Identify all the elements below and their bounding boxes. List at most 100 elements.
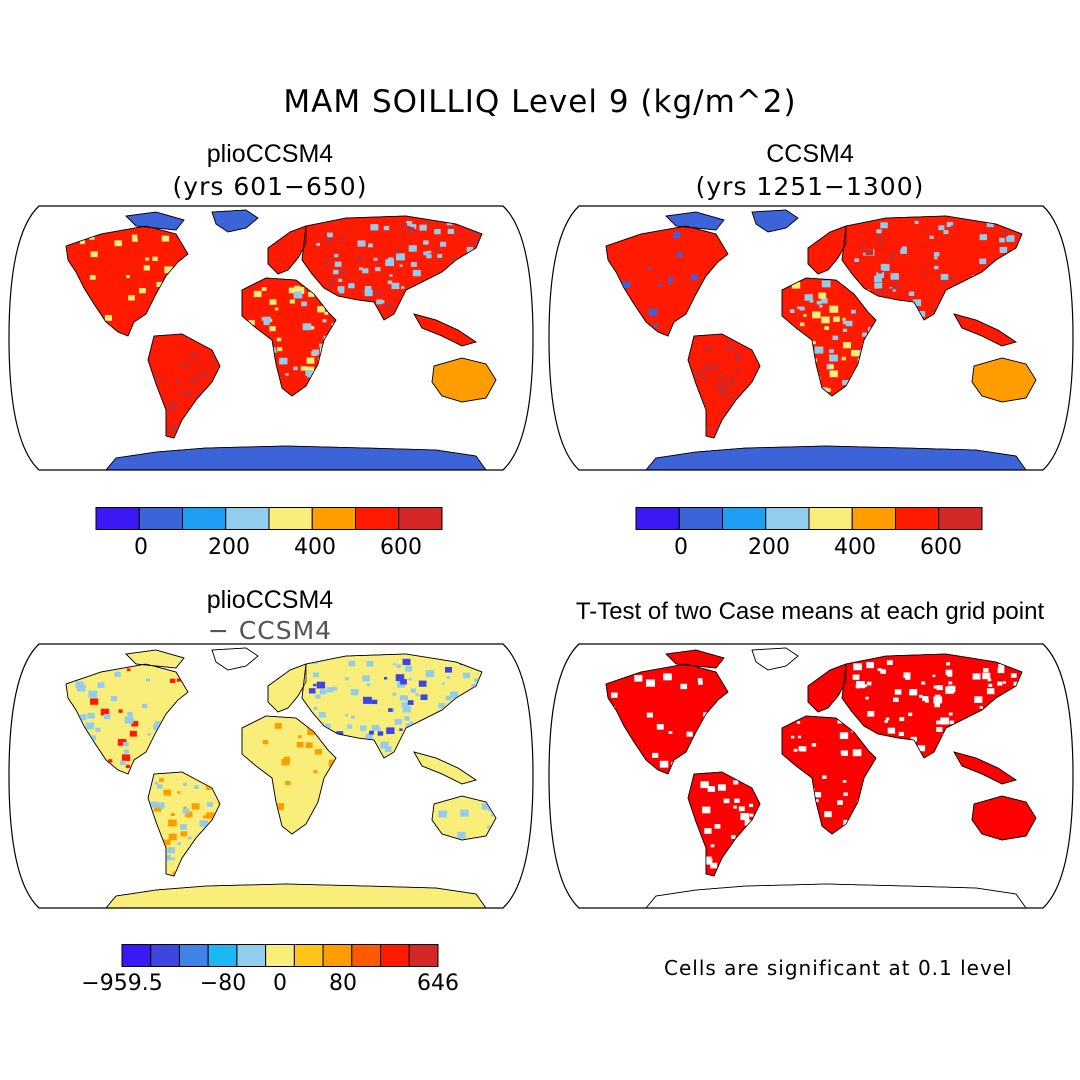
cell — [981, 275, 988, 281]
cell — [348, 228, 354, 232]
cell — [842, 328, 848, 332]
cell — [865, 696, 869, 700]
cell — [956, 738, 963, 744]
cell — [185, 393, 189, 396]
antarctica-outline — [105, 445, 487, 470]
cell — [653, 323, 658, 328]
cell — [89, 275, 96, 280]
cell — [740, 836, 749, 844]
cell — [384, 746, 392, 752]
cell — [710, 862, 718, 869]
cell — [470, 239, 478, 245]
cell — [355, 255, 364, 262]
cell — [979, 258, 987, 265]
cell — [744, 409, 749, 414]
cell — [277, 347, 283, 352]
cell — [746, 858, 752, 863]
asia-region — [301, 653, 483, 759]
colorbar-3-tick-neg80: −80 — [199, 971, 247, 996]
cell — [183, 308, 188, 316]
cell — [296, 742, 304, 748]
cell — [306, 357, 315, 364]
cell — [68, 231, 78, 239]
cell — [468, 222, 472, 225]
cell — [146, 678, 150, 682]
cell — [156, 281, 163, 287]
cell — [210, 359, 215, 363]
cell — [153, 837, 159, 842]
cell — [734, 352, 740, 357]
cell — [431, 300, 436, 305]
cell — [948, 712, 953, 716]
cell — [217, 852, 220, 855]
cell — [734, 798, 740, 803]
colorbar-1-tick-0: 0 — [134, 535, 148, 560]
cell — [202, 420, 209, 426]
cell — [452, 717, 460, 724]
europe-outline — [807, 225, 847, 275]
cell — [154, 721, 163, 728]
cell — [894, 689, 902, 695]
cell — [893, 697, 899, 702]
cell — [659, 760, 669, 768]
cell — [467, 291, 475, 298]
cell — [126, 668, 131, 672]
cell — [194, 360, 199, 365]
cell — [430, 312, 439, 319]
cell — [903, 307, 909, 312]
cell — [634, 675, 643, 682]
cell — [269, 326, 276, 332]
cell — [734, 355, 743, 362]
cell — [979, 234, 987, 241]
cell — [203, 815, 208, 819]
cell — [402, 706, 411, 713]
cell — [338, 278, 343, 282]
cell — [1001, 297, 1006, 302]
cell — [175, 293, 183, 299]
colorbar-swatch-0 — [95, 507, 140, 530]
arctic-outline — [665, 211, 725, 231]
cell — [434, 246, 440, 251]
cell — [702, 806, 711, 814]
cell — [800, 746, 807, 752]
cell — [392, 692, 397, 696]
cell — [738, 806, 745, 812]
cell — [151, 844, 157, 848]
cell — [756, 822, 760, 830]
cell — [215, 363, 219, 366]
cell — [147, 733, 151, 736]
cell — [389, 274, 393, 277]
cell — [709, 708, 716, 714]
southAmerica-region — [147, 333, 221, 439]
cell — [418, 680, 427, 687]
cell — [926, 280, 931, 284]
southAmerica-outline — [147, 333, 221, 439]
cell — [405, 666, 413, 672]
cell — [333, 269, 339, 275]
cell — [110, 696, 118, 702]
seAsia-region — [953, 313, 1017, 347]
cell — [344, 677, 349, 681]
cell — [142, 703, 148, 709]
panel-4-title: T-Test of two Case means at each grid po… — [575, 598, 1045, 625]
cell — [386, 727, 395, 734]
cell — [1013, 681, 1019, 686]
cell — [189, 352, 198, 358]
cell — [176, 678, 181, 682]
cell — [293, 366, 298, 371]
cell — [821, 280, 831, 288]
cell — [123, 742, 129, 747]
cell — [710, 844, 715, 848]
cell — [79, 714, 87, 721]
antarctica-outline — [645, 883, 1027, 908]
cell — [350, 689, 359, 696]
cell — [841, 750, 848, 756]
map-layer — [65, 647, 497, 908]
cell — [182, 808, 190, 814]
cell — [714, 824, 721, 829]
cell — [749, 813, 754, 817]
cell — [865, 352, 869, 356]
cell — [366, 683, 371, 687]
colorbar-1-tick-200: 200 — [208, 535, 250, 560]
cell — [375, 267, 381, 272]
